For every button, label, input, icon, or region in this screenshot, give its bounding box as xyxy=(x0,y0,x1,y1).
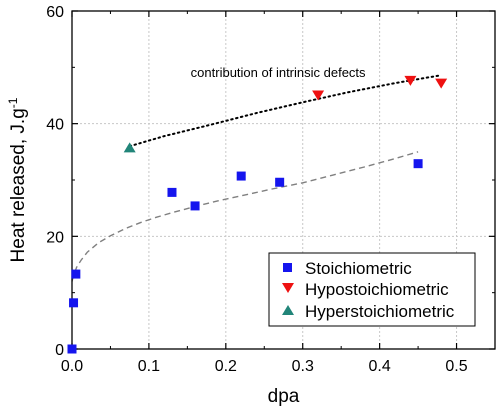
legend-label-hyperstoichiometric: Hyperstoichiometric xyxy=(305,302,455,321)
legend-label-hypostoichiometric: Hypostoichiometric xyxy=(305,280,449,299)
legend: Stoichiometric Hypostoichiometric Hypers… xyxy=(268,252,476,327)
y-tick-label: 60 xyxy=(46,4,64,21)
legend-marker-hypostoichiometric xyxy=(282,283,294,293)
data-points xyxy=(67,75,448,354)
legend-marker-hyperstoichiometric xyxy=(282,305,294,315)
stoichiometric-point xyxy=(71,269,81,279)
dashed-fit-line xyxy=(71,151,419,282)
hypostoichiometric-point xyxy=(312,90,325,101)
hypostoichiometric-point xyxy=(404,75,417,86)
y-tick-label: 0 xyxy=(55,342,64,359)
annotation-text: contribution of intrinsic defects xyxy=(191,65,366,80)
stoichiometric-point xyxy=(69,298,79,308)
hypostoichiometric-point xyxy=(435,78,448,89)
grid xyxy=(72,11,495,349)
stoichiometric-point xyxy=(236,171,246,181)
x-tick-label: 0.1 xyxy=(138,358,160,375)
x-tick-label: 0.5 xyxy=(445,358,467,375)
hyperstoichiometric-point xyxy=(123,142,136,153)
x-tick-label: 0.0 xyxy=(61,358,83,375)
stoichiometric-point xyxy=(275,177,285,187)
stoichiometric-point xyxy=(167,187,177,197)
stoichiometric-point xyxy=(67,344,77,354)
y-tick-label: 40 xyxy=(46,117,64,134)
stoichiometric-point xyxy=(413,159,423,169)
dotted-fit-line xyxy=(128,74,443,148)
x-tick-label: 0.2 xyxy=(215,358,237,375)
legend-label-stoichiometric: Stoichiometric xyxy=(305,259,412,278)
y-axis-title: Heat released, J.g-1 xyxy=(6,97,29,262)
x-tick-label: 0.4 xyxy=(369,358,391,375)
stoichiometric-point xyxy=(190,201,200,211)
y-tick-label: 20 xyxy=(46,229,64,246)
x-axis-title: dpa xyxy=(268,386,300,407)
axis-ticks: 0.0 0.1 0.2 0.3 0.4 0.5 0 20 40 60 xyxy=(46,4,495,375)
x-tick-label: 0.3 xyxy=(292,358,314,375)
legend-box xyxy=(268,252,476,327)
legend-marker-stoichiometric xyxy=(283,263,292,272)
fit-lines xyxy=(71,74,443,282)
